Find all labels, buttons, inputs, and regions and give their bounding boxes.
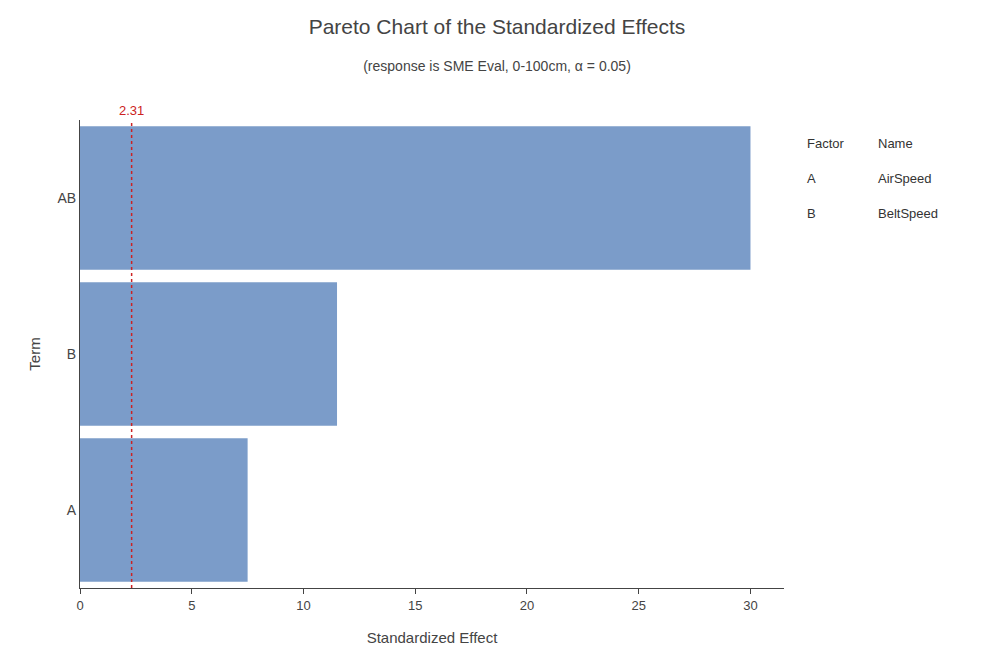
svg-text:Name: Name [878,136,913,151]
svg-text:20: 20 [520,598,534,613]
svg-text:Term: Term [26,337,43,370]
svg-text:Factor: Factor [807,136,845,151]
svg-text:Standardized Effect: Standardized Effect [367,629,498,646]
svg-text:B: B [67,346,76,362]
svg-text:10: 10 [296,598,310,613]
svg-text:BeltSpeed: BeltSpeed [878,206,938,221]
svg-text:15: 15 [408,598,422,613]
svg-text:30: 30 [743,598,757,613]
svg-text:A: A [67,502,77,518]
svg-text:B: B [807,206,816,221]
svg-text:2.31: 2.31 [119,103,144,118]
svg-text:0: 0 [76,598,83,613]
svg-text:AirSpeed: AirSpeed [878,171,931,186]
svg-text:Pareto Chart of the Standardiz: Pareto Chart of the Standardized Effects [309,15,686,38]
svg-text:A: A [807,171,816,186]
svg-text:25: 25 [631,598,645,613]
svg-text:AB: AB [58,190,77,206]
svg-text:5: 5 [188,598,195,613]
svg-text:(response is SME Eval, 0-100cm: (response is SME Eval, 0-100cm, α = 0.05… [363,58,631,74]
